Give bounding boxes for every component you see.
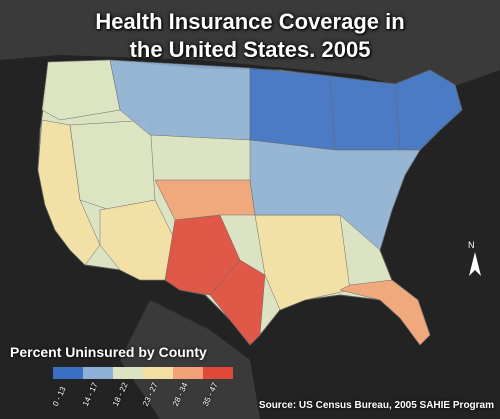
region-upper-midwest: [249, 67, 336, 151]
legend-swatch: [83, 367, 113, 379]
region-great-lakes: [329, 75, 401, 151]
region-florida: [339, 279, 431, 346]
legend-swatch: [53, 367, 83, 379]
source-credit: Source: US Census Bureau, 2005 SAHIE Pro…: [258, 400, 494, 411]
region-southwest: [99, 199, 176, 281]
region-oklahoma: [154, 179, 256, 221]
region-northern-plains: [109, 59, 251, 141]
title-line-2: the United States. 2005: [129, 37, 371, 62]
region-pacific-northwest: [41, 59, 121, 121]
mexico-landmass: [120, 300, 260, 419]
legend-swatch: [173, 367, 203, 379]
north-arrow-label: N: [468, 240, 475, 250]
region-nevada-utah: [69, 119, 156, 211]
map-title: Health Insurance Coverage in the United …: [0, 8, 500, 64]
legend-swatch: [203, 367, 233, 379]
legend-title: Percent Uninsured by County: [10, 344, 207, 360]
region-texas-south: [209, 259, 266, 346]
legend-color-bar: [53, 367, 233, 379]
legend-swatch: [113, 367, 143, 379]
canada-landmass: [0, 0, 500, 95]
county-regions: [37, 59, 463, 346]
title-line-1: Health Insurance Coverage in: [95, 9, 405, 34]
legend-swatch: [143, 367, 173, 379]
region-mid-atlantic: [249, 139, 421, 251]
north-arrow-icon: [469, 252, 481, 276]
